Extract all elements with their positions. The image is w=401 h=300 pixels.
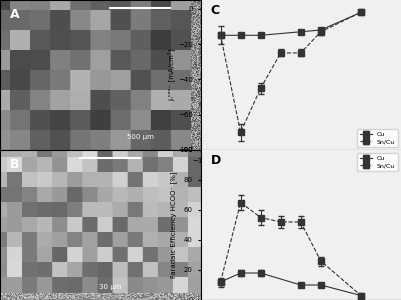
Text: 500 μm: 500 μm: [127, 134, 154, 140]
Text: C: C: [211, 4, 220, 17]
Legend: Cu, Sn/Cu: Cu, Sn/Cu: [357, 153, 398, 171]
Text: D: D: [211, 154, 221, 167]
Y-axis label: jₕᶜᵒᵒ⁻ [mA/cm²]: jₕᶜᵒᵒ⁻ [mA/cm²]: [168, 49, 175, 101]
Text: A: A: [10, 8, 20, 20]
Text: 30 μm: 30 μm: [99, 284, 122, 290]
Text: B: B: [10, 158, 20, 170]
Y-axis label: Faradaic Efficiency HCOO⁻ [%]: Faradaic Efficiency HCOO⁻ [%]: [170, 172, 176, 278]
Legend: Cu, Sn/Cu: Cu, Sn/Cu: [357, 129, 398, 147]
X-axis label: Potential (IR Corrected) [V vs. RHE]: Potential (IR Corrected) [V vs. RHE]: [239, 167, 362, 173]
